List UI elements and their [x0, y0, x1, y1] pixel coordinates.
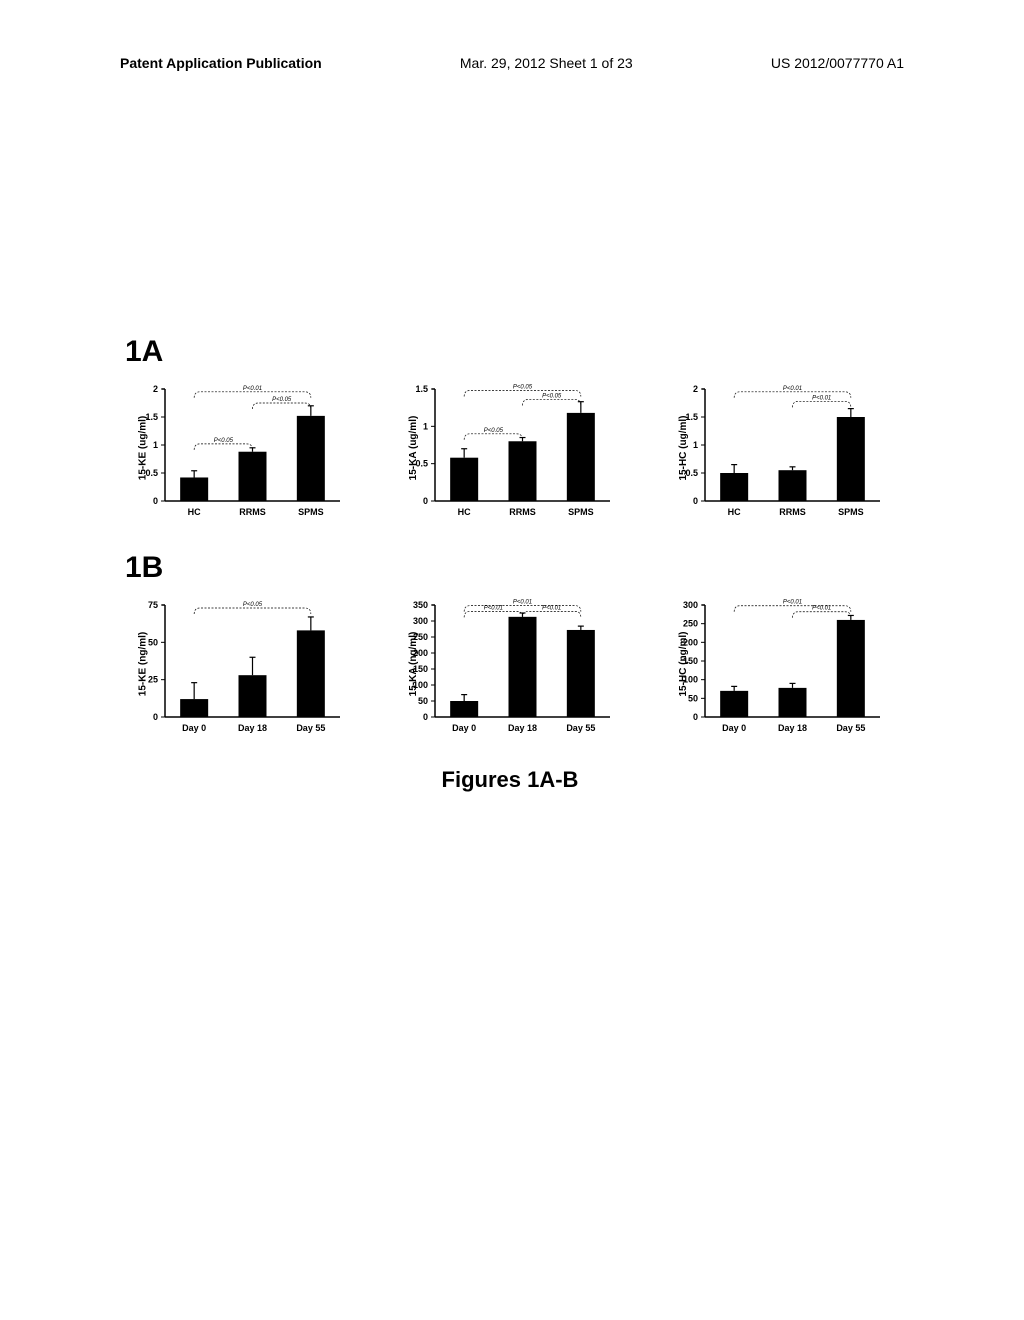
y-axis-label: 15-KA (ug/ml) [408, 416, 419, 481]
svg-text:300: 300 [413, 616, 428, 626]
svg-text:1: 1 [423, 421, 428, 431]
bar-chart: 15-KA (ng/ml)050100150200250300350Day 0D… [395, 589, 625, 739]
svg-text:RRMS: RRMS [239, 507, 266, 517]
svg-text:0: 0 [423, 496, 428, 506]
svg-text:2: 2 [153, 384, 158, 394]
svg-text:0: 0 [423, 712, 428, 722]
svg-text:P<0.01: P<0.01 [783, 600, 802, 606]
y-axis-label: 15-HC (ug/ml) [678, 416, 689, 481]
svg-text:P<0.01: P<0.01 [783, 386, 802, 392]
svg-text:P<0.01: P<0.01 [812, 606, 831, 612]
svg-text:Day 55: Day 55 [566, 723, 595, 733]
svg-text:Day 18: Day 18 [508, 723, 537, 733]
svg-text:Day 55: Day 55 [836, 723, 865, 733]
svg-text:25: 25 [148, 675, 158, 685]
svg-text:0: 0 [693, 712, 698, 722]
svg-text:75: 75 [148, 600, 158, 610]
svg-text:P<0.01: P<0.01 [484, 605, 503, 611]
svg-text:P<0.05: P<0.05 [542, 393, 562, 399]
figure-container: 1A 15-KE (ug/ml)00.511.52HCRRMSSPMSP<0.0… [125, 335, 895, 793]
svg-text:1.5: 1.5 [415, 384, 428, 394]
svg-text:SPMS: SPMS [838, 507, 864, 517]
svg-text:50: 50 [148, 637, 158, 647]
bar-chart: 15-KE (ng/ml) 0 25 50 75 Day 0 Day 18 Day 55 P<0… [125, 589, 355, 739]
svg-text:1: 1 [153, 440, 158, 450]
svg-text:HC: HC [458, 507, 471, 517]
svg-text:Day 55: Day 55 [296, 723, 325, 733]
bar-chart: 15-HC (ug/ml)00.511.52HCRRMSSPMSP<0.01P<… [665, 373, 895, 523]
svg-text:0: 0 [153, 712, 158, 722]
svg-text:P<0.01: P<0.01 [812, 395, 831, 401]
bar-chart: 15-KA (ug/ml)00.511.5HCRRMSSPMSP<0.05P<0… [395, 373, 625, 523]
svg-text:P<0.05: P<0.05 [272, 397, 292, 403]
svg-text:SPMS: SPMS [568, 507, 594, 517]
svg-text:SPMS: SPMS [298, 507, 324, 517]
svg-text:Day 18: Day 18 [778, 723, 807, 733]
panel-label-a: 1A [125, 335, 895, 369]
svg-text:RRMS: RRMS [779, 507, 806, 517]
svg-text:HC: HC [728, 507, 741, 517]
svg-text:0: 0 [153, 496, 158, 506]
svg-text:RRMS: RRMS [509, 507, 536, 517]
svg-text:250: 250 [683, 619, 698, 629]
svg-text:1: 1 [693, 440, 698, 450]
svg-text:HC: HC [188, 507, 201, 517]
svg-text:50: 50 [418, 696, 428, 706]
chart-row-a: 15-KE (ug/ml)00.511.52HCRRMSSPMSP<0.01P<… [125, 373, 895, 523]
svg-text:350: 350 [413, 600, 428, 610]
svg-text:Day 0: Day 0 [182, 723, 206, 733]
svg-text:P<0.05: P<0.05 [243, 602, 263, 608]
figure-caption: Figures 1A-B [125, 767, 895, 793]
y-axis-label: 15-KE (ug/ml) [138, 416, 149, 480]
svg-text:P<0.01: P<0.01 [243, 386, 262, 392]
header-left: Patent Application Publication [120, 55, 322, 71]
bar-chart: 15-KE (ug/ml)00.511.52HCRRMSSPMSP<0.01P<… [125, 373, 355, 523]
svg-text:Day 0: Day 0 [452, 723, 476, 733]
svg-text:Day 0: Day 0 [722, 723, 746, 733]
page-header: Patent Application Publication Mar. 29, … [0, 0, 1024, 71]
chart-row-b: 15-KE (ng/ml) 0 25 50 75 Day 0 Day 18 Day 55 P<0… [125, 589, 895, 739]
header-center: Mar. 29, 2012 Sheet 1 of 23 [460, 55, 633, 71]
svg-text:0: 0 [693, 496, 698, 506]
bar-chart: 15-HC (ng/ml)050100150200250300Day 0Day … [665, 589, 895, 739]
svg-text:P<0.01: P<0.01 [513, 600, 532, 606]
svg-text:Day 18: Day 18 [238, 723, 267, 733]
y-axis-label: 15-KA (ng/ml) [408, 632, 419, 697]
svg-text:P<0.05: P<0.05 [214, 438, 234, 444]
header-right: US 2012/0077770 A1 [771, 55, 904, 71]
svg-text:P<0.05: P<0.05 [513, 384, 533, 390]
svg-text:P<0.01: P<0.01 [542, 605, 561, 611]
svg-text:50: 50 [688, 693, 698, 703]
panel-label-b: 1B [125, 551, 895, 585]
svg-text:300: 300 [683, 600, 698, 610]
y-axis-label: 15-KE (ng/ml) [138, 632, 149, 696]
svg-text:P<0.05: P<0.05 [484, 428, 504, 434]
y-axis-label: 15-HC (ng/ml) [678, 632, 689, 697]
svg-text:2: 2 [693, 384, 698, 394]
